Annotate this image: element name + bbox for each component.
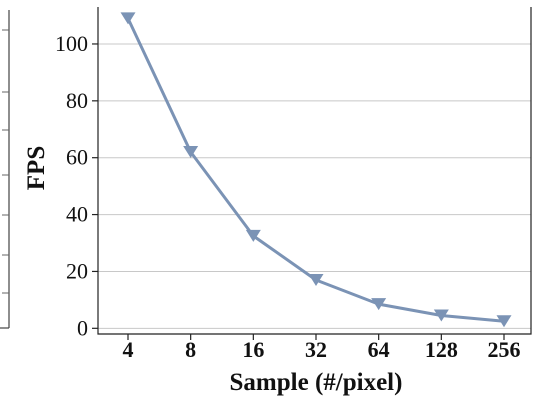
left-figure-fragment xyxy=(0,10,10,329)
y-tick-label: 20 xyxy=(66,258,88,283)
y-tick-label: 60 xyxy=(66,145,88,170)
x-tick-label: 32 xyxy=(305,337,327,362)
x-tick-label: 128 xyxy=(425,337,458,362)
y-axis-ticks: 0 20 40 60 80 100 xyxy=(55,31,98,340)
x-axis-title: Sample (#/pixel) xyxy=(230,369,403,396)
data-point-marker xyxy=(308,273,324,286)
x-tick-label: 64 xyxy=(368,337,390,362)
data-point-marker xyxy=(433,309,449,322)
y-tick-label: 40 xyxy=(66,202,88,227)
x-axis-ticks: 4 8 16 32 64 128 256 xyxy=(123,334,521,362)
x-tick-label: 8 xyxy=(185,337,196,362)
x-tick-label: 4 xyxy=(123,337,134,362)
data-point-marker xyxy=(183,146,199,159)
x-tick-label: 16 xyxy=(242,337,264,362)
y-axis-title: FPS xyxy=(23,146,50,190)
axes xyxy=(97,7,532,335)
data-point-marker xyxy=(245,229,261,242)
grid xyxy=(98,43,531,329)
y-tick-label: 0 xyxy=(77,315,88,340)
data-point-marker xyxy=(496,315,512,328)
x-tick-label: 256 xyxy=(488,337,521,362)
series-group xyxy=(120,12,512,328)
y-tick-label: 80 xyxy=(66,88,88,113)
axes-frame xyxy=(97,7,532,335)
data-point-marker xyxy=(120,12,136,25)
y-tick-label: 100 xyxy=(55,31,88,56)
data-point-marker xyxy=(371,298,387,311)
